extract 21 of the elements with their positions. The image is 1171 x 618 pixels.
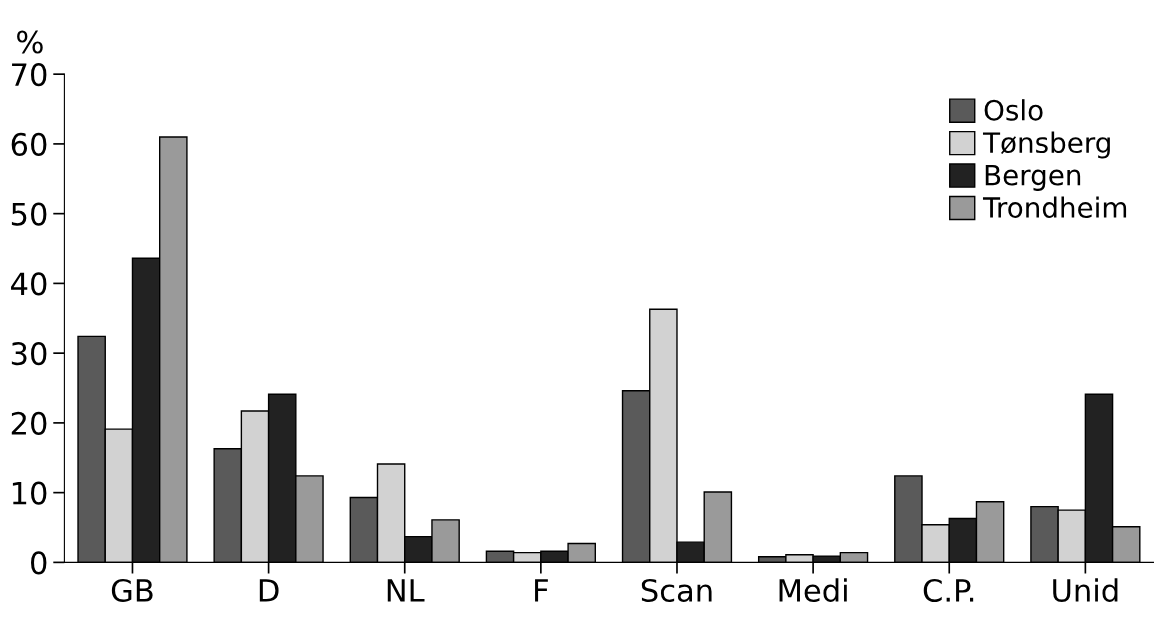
x-tick-label: GB — [111, 578, 153, 602]
x-tick-label: F — [535, 579, 548, 602]
x-tick-label: Scan — [641, 578, 712, 602]
legend-label: Trondheim — [982, 196, 1127, 218]
y-axis-title: % — [17, 30, 43, 54]
y-tick-label: 70 — [12, 63, 47, 87]
y-tick-label: 10 — [12, 481, 47, 505]
legend-label: Oslo — [984, 99, 1043, 121]
y-tick-label: 30 — [11, 342, 47, 366]
y-tick-label: 20 — [11, 411, 47, 435]
legend-label: Bergen — [985, 164, 1081, 191]
y-tick-label: 0 — [31, 551, 47, 575]
x-tick-label: C.P. — [923, 578, 974, 602]
x-tick-label: D — [259, 579, 279, 602]
y-tick-label: 50 — [11, 202, 47, 226]
x-tick-label: NL — [387, 579, 425, 602]
x-tick-label: Medi — [779, 578, 847, 602]
y-tick-label: 60 — [11, 132, 47, 156]
legend-label: Tønsberg — [982, 131, 1110, 159]
x-tick-label: Unid — [1053, 578, 1118, 602]
y-tick-label: 40 — [11, 272, 47, 296]
